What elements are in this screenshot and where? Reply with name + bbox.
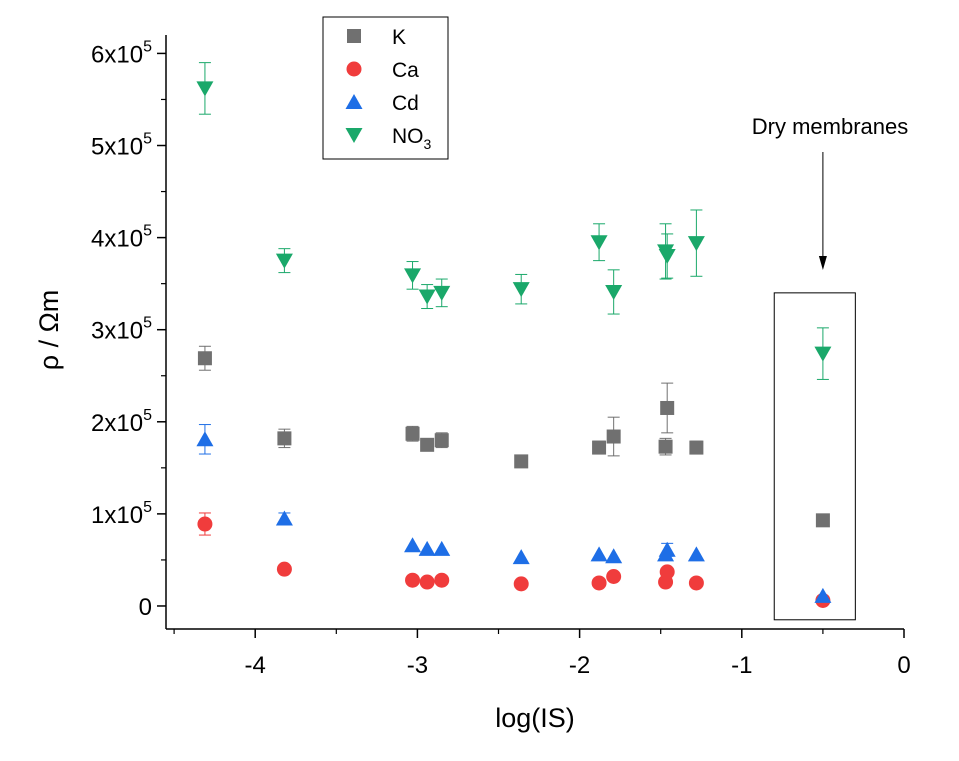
cd-data-point [418, 540, 436, 556]
k-data-point [689, 440, 704, 455]
cd-data-point [512, 549, 530, 565]
ca-data-point [606, 569, 622, 585]
plot-area [165, 35, 904, 630]
no3-data-point [590, 235, 608, 251]
x-tick-label: -4 [245, 652, 266, 679]
cd-data-point [814, 587, 832, 603]
ca-data-point [419, 574, 435, 590]
no3-data-point [433, 285, 451, 301]
cd-data-point [196, 431, 214, 447]
legend-marker-cd [345, 94, 363, 109]
x-tick-label: 0 [897, 652, 910, 679]
no3-data-point [687, 236, 705, 252]
dry-membranes-label: Dry membranes [752, 114, 908, 139]
x-tick-label: -3 [407, 652, 428, 679]
cd-data-point [605, 548, 623, 564]
legend-label-k: K [392, 26, 406, 49]
ca-data-point [276, 561, 292, 577]
k-data-point [420, 437, 435, 452]
y-axis-title: ρ / Ωm [34, 290, 64, 371]
x-axis-title: log(IS) [495, 703, 575, 733]
dry-membranes-annotation: Dry membranes [752, 114, 908, 621]
no3-data-point [196, 81, 214, 97]
ca-data-point [659, 564, 675, 580]
k-data-point [815, 513, 830, 528]
legend-label-ca: Ca [392, 59, 419, 82]
data-markers [196, 81, 832, 608]
x-tick-label: -1 [731, 652, 752, 679]
ca-data-point [434, 572, 450, 588]
no3-data-point [404, 268, 422, 284]
ca-data-point [197, 516, 213, 532]
annotation-arrow-head [818, 256, 827, 270]
cd-data-point [658, 541, 676, 557]
cd-data-point [590, 546, 608, 562]
cd-data-point [404, 537, 422, 553]
k-data-point [514, 454, 529, 469]
no3-data-point [605, 284, 623, 300]
legend-label-cd: Cd [392, 92, 419, 115]
no3-data-point [512, 282, 530, 298]
no3-data-point [275, 253, 293, 269]
legend-marker-ca [346, 61, 362, 77]
k-data-point [277, 431, 292, 446]
x-tick-label: -2 [569, 652, 590, 679]
k-data-point [405, 426, 420, 441]
no3-data-point [814, 346, 832, 362]
k-data-point [606, 429, 621, 444]
k-data-point [197, 351, 212, 366]
k-data-point [434, 433, 449, 448]
k-data-point [660, 400, 675, 415]
k-data-point [592, 440, 607, 455]
cd-data-point [275, 510, 293, 526]
y-tick-label: 0 [139, 594, 152, 621]
k-data-point [658, 439, 673, 454]
cd-data-point [433, 540, 451, 556]
legend-marker-k [347, 29, 361, 43]
legend-box [322, 16, 449, 160]
y-tick-label: 2x105 [91, 407, 152, 437]
ca-data-point [591, 575, 607, 591]
dry-membranes-box [773, 292, 856, 621]
y-tick-label: 3x105 [91, 315, 152, 345]
y-tick-label: 1x105 [91, 499, 152, 529]
ca-data-point [405, 572, 421, 588]
cd-data-point [687, 546, 705, 562]
error-bars [198, 62, 829, 557]
no3-data-point [418, 289, 436, 305]
ca-data-point [688, 575, 704, 591]
ca-data-point [513, 576, 529, 592]
y-tick-label: 4x105 [91, 223, 152, 253]
y-tick-label: 6x105 [91, 38, 152, 68]
no3-data-point [658, 249, 676, 265]
y-tick-label: 5x105 [91, 131, 152, 161]
legend-marker-no3 [345, 128, 363, 143]
x-axis-ticks: -4 -3 -2 -1 0 [173, 629, 911, 679]
y-axis-ticks: 0 1x105 2x105 3x105 4x105 5x105 6x105 [91, 38, 166, 621]
